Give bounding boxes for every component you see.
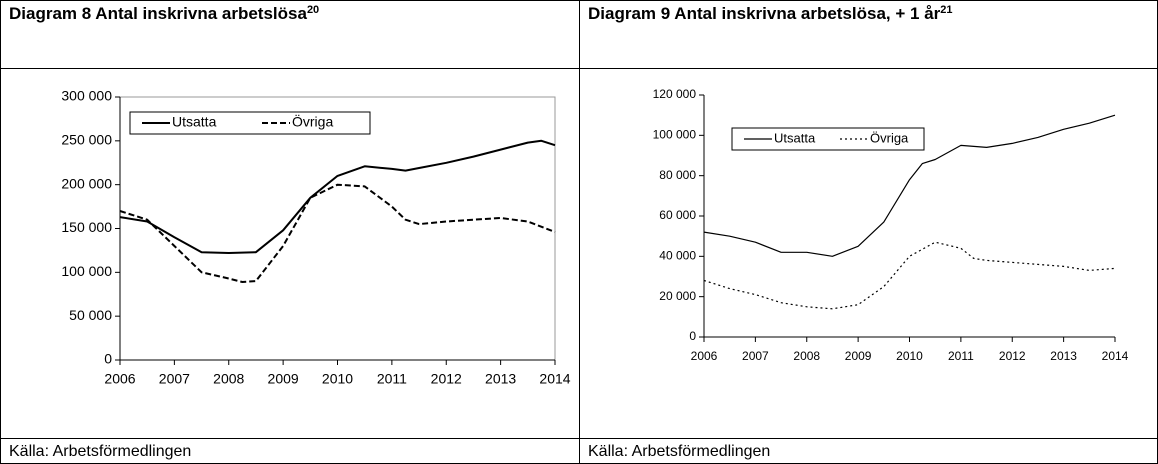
y-tick-label: 120 000 [653, 87, 697, 101]
source-text: Källa: Arbetsförmedlingen [588, 443, 771, 460]
heading-text: Diagram 8 Antal inskrivna arbetslösa [9, 4, 307, 23]
x-tick-label: 2012 [999, 349, 1026, 363]
source-text: Källa: Arbetsförmedlingen [9, 443, 192, 460]
x-tick-label: 2009 [845, 349, 872, 363]
y-tick-label: 300 000 [61, 88, 112, 104]
y-tick-label: 150 000 [61, 219, 112, 235]
y-tick-label: 0 [104, 351, 112, 367]
legend-label: Övriga [870, 130, 909, 145]
x-tick-label: 2011 [377, 371, 407, 387]
x-tick-label: 2009 [268, 371, 299, 387]
x-tick-label: 2013 [485, 371, 516, 387]
series-line [703, 114, 1116, 257]
legend-box [129, 111, 371, 135]
footnote-ref: 20 [306, 4, 320, 16]
y-tick-label: 100 000 [61, 263, 112, 279]
y-tick-label: 60 000 [659, 208, 696, 222]
x-tick-label: 2007 [159, 371, 190, 387]
x-tick-label: 2013 [1050, 349, 1077, 363]
x-tick-label: 2007 [742, 349, 769, 363]
series-line [119, 183, 556, 283]
y-tick-label: 50 000 [69, 307, 112, 323]
heading-text: Diagram 9 Antal inskrivna arbetslösa, + … [588, 4, 941, 23]
x-tick-label: 2014 [539, 371, 570, 387]
x-tick-label: 2011 [948, 349, 974, 363]
legend-box [731, 127, 925, 151]
footnote-ref: 21 [940, 4, 953, 16]
legend-label: Utsatta [172, 114, 217, 130]
y-tick-label: 80 000 [659, 168, 696, 182]
y-tick-label: 200 000 [61, 175, 112, 191]
y-tick-label: 250 000 [61, 132, 112, 148]
legend-label: Utsatta [774, 130, 816, 145]
x-tick-label: 2010 [896, 349, 923, 363]
legend-label: Övriga [292, 113, 333, 130]
y-tick-label: 0 [689, 329, 696, 343]
x-tick-label: 2008 [213, 371, 244, 387]
plot-frame [119, 96, 556, 361]
x-tick-label: 2010 [322, 371, 353, 387]
y-tick-label: 20 000 [659, 289, 696, 303]
y-tick-label: 40 000 [659, 249, 696, 263]
x-tick-label: 2008 [793, 349, 820, 363]
series-line [703, 241, 1116, 310]
x-tick-label: 2006 [691, 349, 718, 363]
y-tick-label: 100 000 [653, 128, 697, 142]
x-tick-label: 2012 [431, 371, 462, 387]
x-tick-label: 2006 [104, 371, 135, 387]
series-line [119, 139, 556, 254]
x-tick-label: 2014 [1102, 349, 1129, 363]
